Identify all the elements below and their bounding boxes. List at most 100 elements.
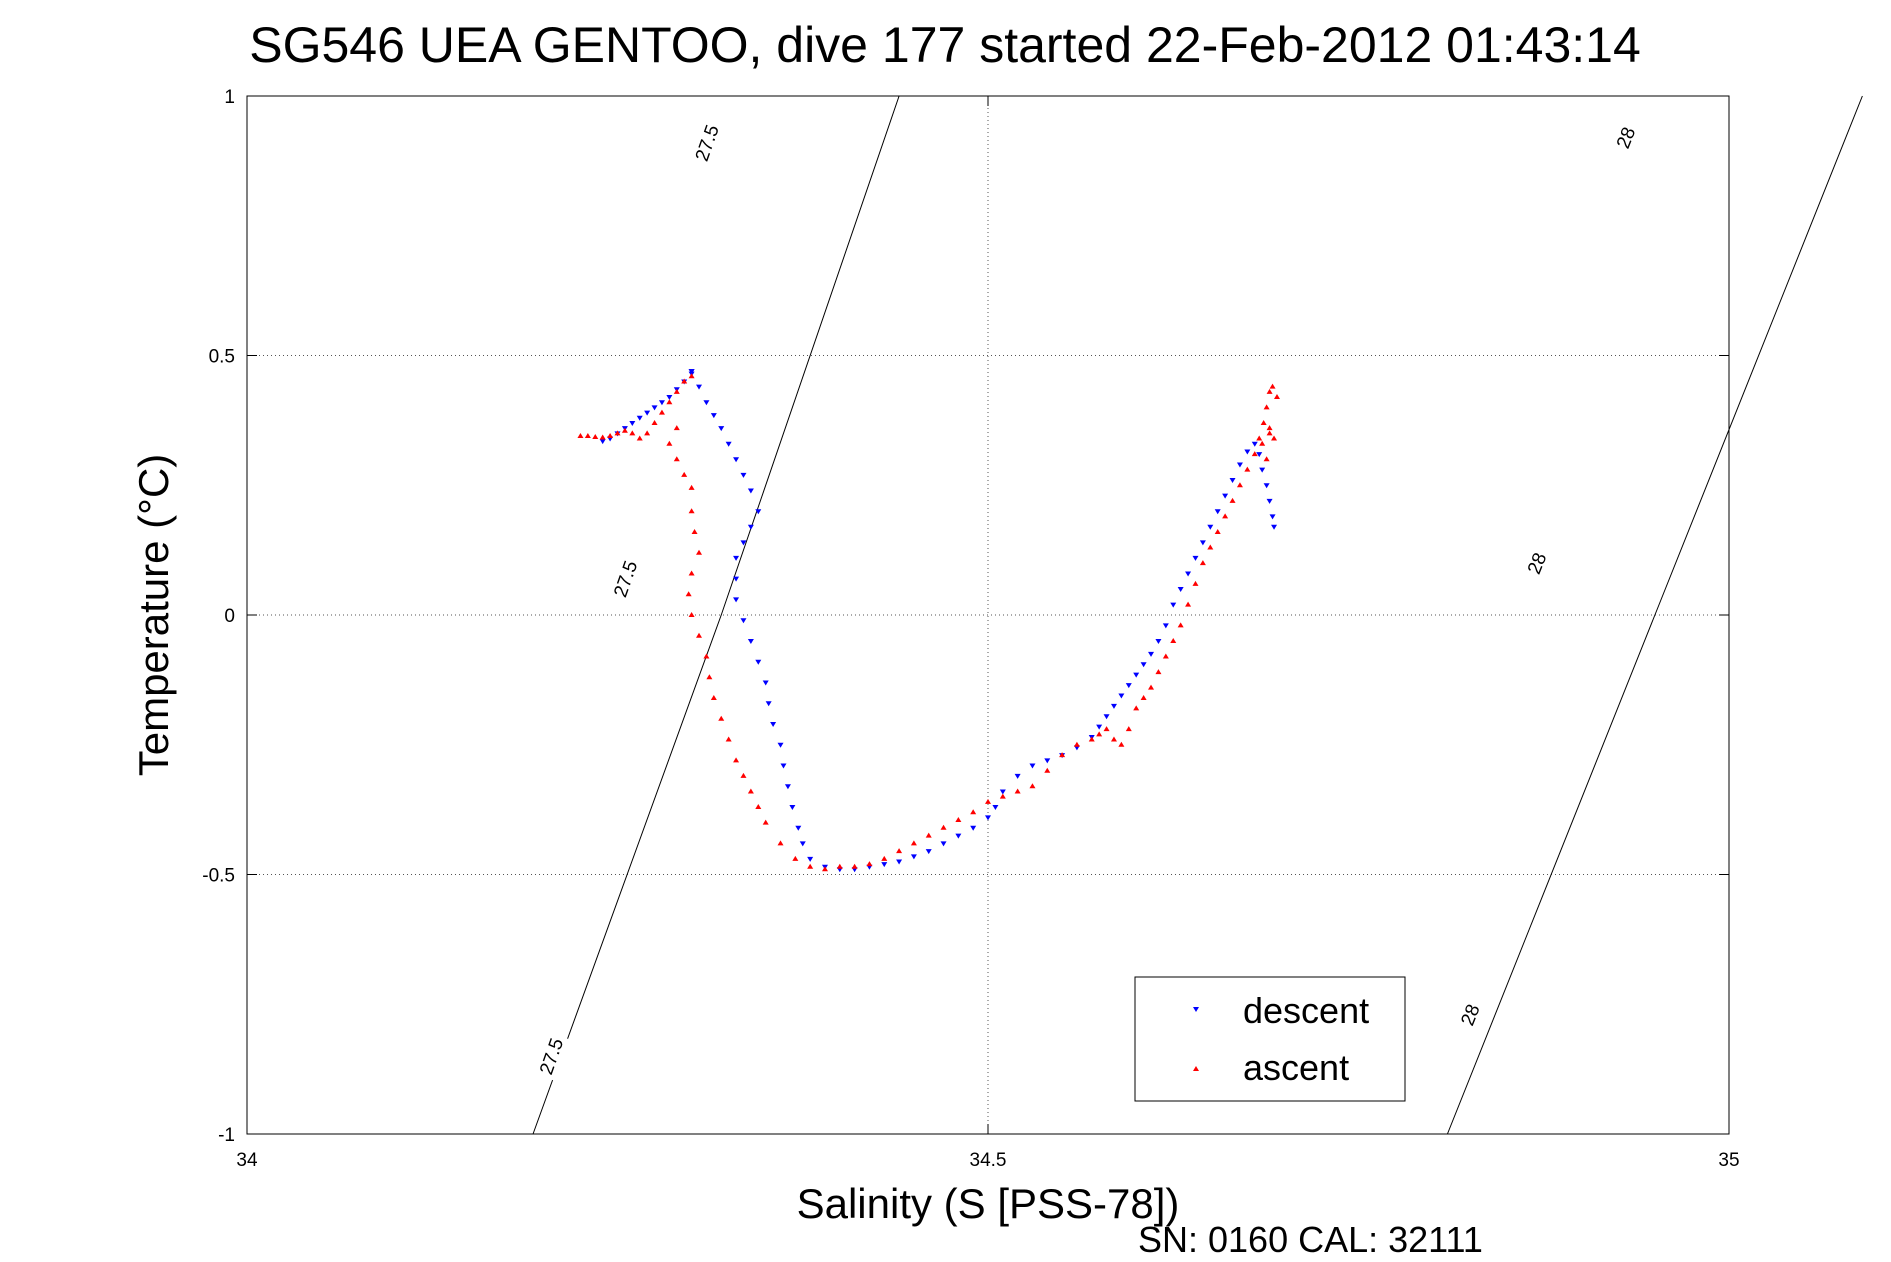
ascent-point [703, 653, 710, 659]
ascent-point [629, 430, 636, 436]
ascent-point [607, 432, 614, 438]
descent-point [777, 742, 784, 748]
descent-point [740, 472, 747, 478]
series-ascent [577, 373, 1280, 872]
ascent-point [1148, 684, 1155, 690]
descent-point [651, 405, 658, 411]
ascent-point [599, 434, 606, 440]
descent-point [1118, 693, 1125, 699]
ascent-point [673, 425, 680, 431]
descent-point [762, 680, 769, 686]
ascent-point [1263, 404, 1270, 410]
legend-label-descent: descent [1243, 990, 1369, 1031]
ascent-point [881, 855, 888, 861]
descent-point [970, 825, 977, 831]
ascent-point [688, 570, 695, 576]
isopycnal-label-bg [1517, 538, 1556, 588]
ascent-point [1155, 669, 1162, 675]
descent-point [1125, 683, 1132, 689]
descent-point [644, 410, 651, 416]
ascent-point [658, 409, 665, 415]
serial-calibration-note: SN: 0160 CAL: 32111 [1138, 1219, 1483, 1260]
legend-label-ascent: ascent [1243, 1047, 1349, 1088]
ascent-point [644, 430, 651, 436]
descent-point [629, 420, 636, 426]
descent-point [1140, 662, 1147, 668]
ascent-point [673, 388, 680, 394]
ascent-point [688, 612, 695, 617]
legend-marker-ascent [1193, 1066, 1199, 1071]
isopycnal-label-bg [1605, 112, 1645, 163]
chart-title: SG546 UEA GENTOO, dive 177 started 22-Fe… [249, 17, 1641, 73]
ascent-point [621, 427, 628, 433]
ascent-point [681, 378, 688, 384]
ascent-point [896, 848, 903, 854]
ascent-point [1273, 394, 1280, 400]
ascent-point [1266, 425, 1273, 431]
descent-point [1170, 602, 1177, 608]
descent-point [955, 833, 962, 839]
legend-box [1134, 976, 1406, 1102]
ascent-point [851, 863, 858, 869]
descent-point [780, 763, 787, 769]
series-descent [599, 369, 1278, 873]
descent-point [1014, 773, 1021, 779]
ascent-point [762, 819, 769, 825]
descent-point [755, 509, 762, 515]
descent-point [747, 488, 754, 494]
descent-point [1162, 623, 1169, 629]
x-tick-label: 34.5 [970, 1150, 1007, 1171]
ascent-point [685, 591, 692, 597]
descent-point [636, 415, 643, 421]
x-tick-label: 35 [1718, 1150, 1739, 1171]
ascent-point [688, 373, 695, 379]
descent-point [733, 576, 740, 582]
ascent-point [1222, 513, 1229, 519]
ascent-point [1118, 741, 1125, 747]
ascent-point [636, 435, 643, 441]
y-tick-label: -0.5 [202, 866, 235, 887]
descent-point [1256, 452, 1263, 458]
ascent-point [1256, 435, 1263, 441]
ascent-point [1259, 440, 1266, 446]
ascent-point [1096, 731, 1103, 737]
descent-point [1222, 493, 1229, 499]
ascent-point [1073, 741, 1080, 747]
descent-point [1269, 514, 1276, 520]
descent-point [733, 597, 740, 603]
ascent-point [1207, 544, 1214, 550]
ascent-point [1140, 695, 1147, 701]
ascent-point [673, 456, 680, 462]
descent-point [1199, 540, 1206, 546]
ascent-point [1059, 752, 1066, 758]
ascent-point [696, 549, 703, 555]
descent-point [703, 400, 710, 406]
ascent-point [1125, 726, 1132, 732]
ascent-point [1110, 736, 1117, 742]
ascent-point [614, 430, 621, 436]
descent-point [1096, 724, 1103, 730]
ascent-point [577, 432, 584, 438]
descent-point [1029, 763, 1036, 769]
ascent-point [706, 674, 713, 680]
ascent-point [592, 433, 599, 439]
descent-point [795, 825, 802, 831]
ascent-point [1029, 783, 1036, 789]
descent-point [1185, 571, 1192, 577]
isopycnal-line-27.5 [532, 95, 900, 1135]
descent-point [725, 441, 732, 447]
descent-point [1110, 703, 1117, 709]
y-tick-label: 0 [224, 606, 235, 627]
ascent-point [710, 695, 717, 701]
descent-point [1148, 651, 1155, 657]
ascent-point [725, 736, 732, 742]
descent-point [1133, 672, 1140, 678]
ascent-point [688, 484, 695, 490]
ascent-point [1103, 726, 1110, 732]
ascent-point [940, 824, 947, 830]
ascent-point [1266, 430, 1273, 436]
descent-point [1236, 462, 1243, 468]
descent-point [733, 555, 740, 561]
isopycnal-label-bg [687, 117, 726, 168]
